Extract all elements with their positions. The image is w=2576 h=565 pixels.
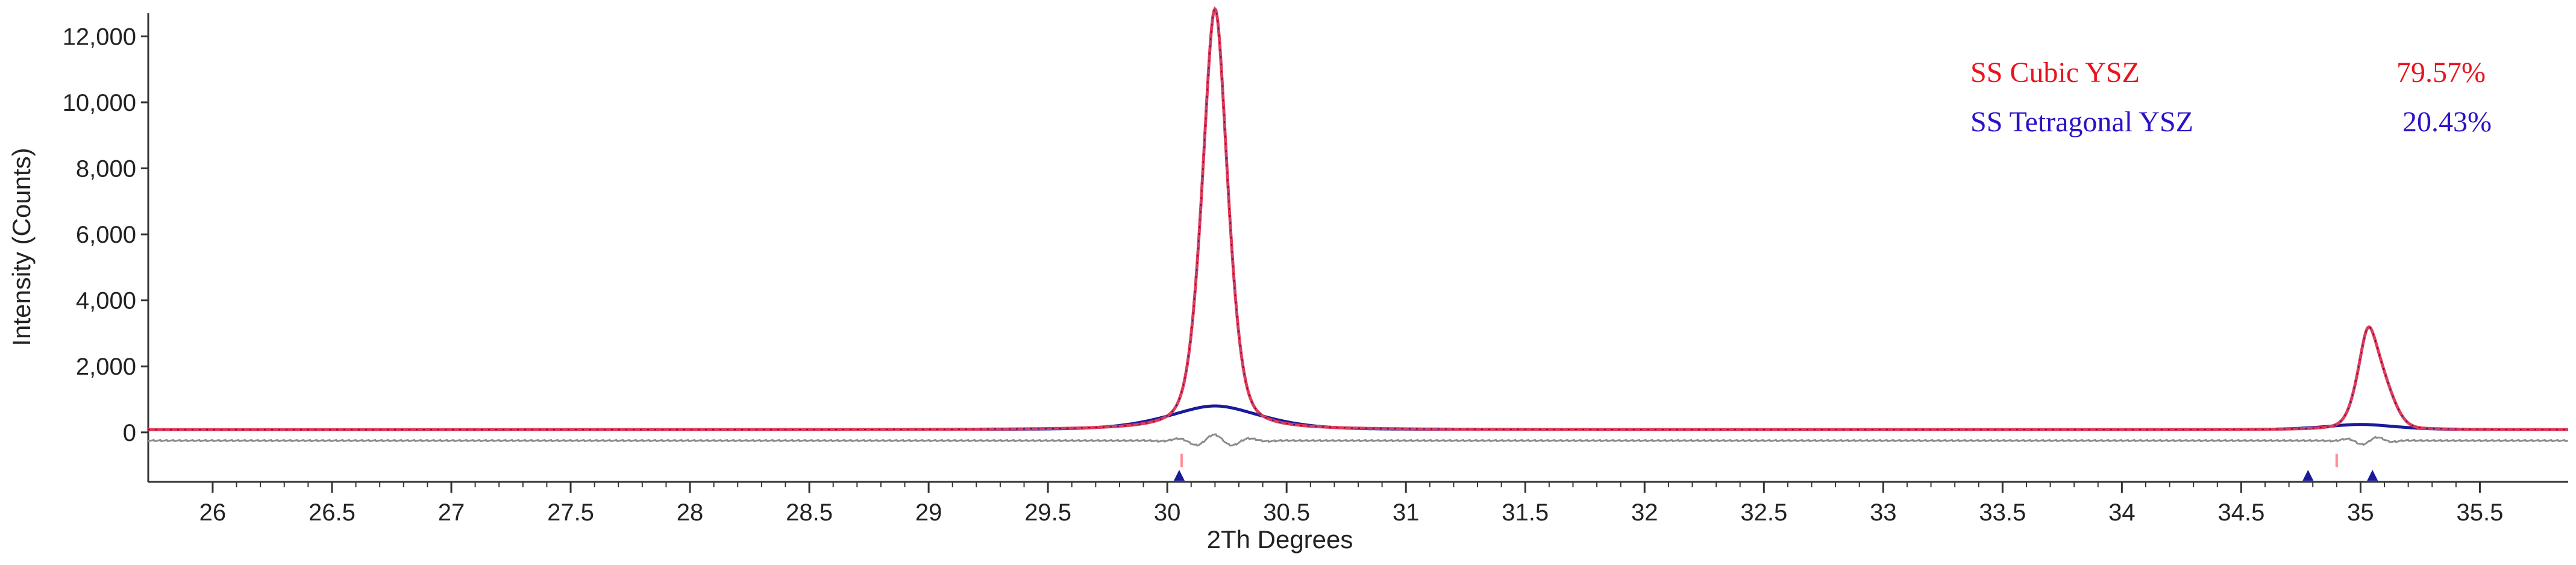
x-tick-label: 31 xyxy=(1393,499,1420,526)
y-tick-label: 6,000 xyxy=(76,222,136,248)
x-tick-label: 28 xyxy=(677,499,704,526)
x-tick-label: 27.5 xyxy=(547,499,594,526)
y-tick-label: 4,000 xyxy=(76,288,136,314)
y-tick-label: 8,000 xyxy=(76,156,136,183)
x-tick-label: 31.5 xyxy=(1502,499,1549,526)
y-axis-title: Intensity (Counts) xyxy=(7,148,36,346)
x-tick-label: 28.5 xyxy=(786,499,833,526)
x-tick-label: 30.5 xyxy=(1263,499,1310,526)
legend-phase-2-percent: 20.43% xyxy=(2402,106,2492,138)
x-axis-title: 2Th Degrees xyxy=(1207,525,1353,554)
legend-phase-1-percent: 79.57% xyxy=(2396,57,2486,89)
x-tick-label: 34 xyxy=(2108,499,2136,526)
x-tick-label: 34.5 xyxy=(2217,499,2264,526)
x-tick-label: 27 xyxy=(438,499,465,526)
plot-area xyxy=(148,6,2569,447)
x-tick-label: 26.5 xyxy=(309,499,356,526)
tetragonal-phase-marker xyxy=(2367,470,2378,481)
y-tick-label: 2,000 xyxy=(76,354,136,380)
legend: SS Cubic YSZ 79.57% SS Tetragonal YSZ 20… xyxy=(1970,57,2492,138)
y-tick-label: 0 xyxy=(123,420,136,446)
x-tick-label: 35 xyxy=(2347,499,2374,526)
series-observed-calculated xyxy=(148,6,2568,431)
x-tick-label: 26 xyxy=(199,499,227,526)
x-tick-label: 29.5 xyxy=(1024,499,1071,526)
y-tick-label: 12,000 xyxy=(63,23,136,50)
series-observed-points xyxy=(148,8,2568,431)
phase-markers xyxy=(1173,454,2378,481)
x-tick-label: 29 xyxy=(915,499,942,526)
series-difference xyxy=(148,433,2569,447)
x-tick-label: 30 xyxy=(1154,499,1181,526)
y-tick-label: 10,000 xyxy=(63,90,136,116)
x-tick-label: 33.5 xyxy=(1979,499,2026,526)
x-axis: 26 26.5 27 27.5 28 28.5 29 29.5 30 30.5 31 31.5 32 32… xyxy=(148,481,2568,526)
y-axis: 12,000 10,000 8,000 6,000 4,000 2,000 0 xyxy=(63,13,149,482)
tetragonal-phase-marker xyxy=(2302,470,2314,481)
legend-phase-1-name: SS Cubic YSZ xyxy=(1970,57,2140,89)
x-tick-label: 33 xyxy=(1870,499,1897,526)
x-tick-label: 32 xyxy=(1631,499,1658,526)
x-tick-label: 32.5 xyxy=(1740,499,1787,526)
tetragonal-phase-marker xyxy=(1173,470,1185,481)
x-tick-label: 35.5 xyxy=(2457,499,2504,526)
legend-phase-2-name: SS Tetragonal YSZ xyxy=(1970,106,2193,138)
series-tetragonal xyxy=(148,404,2568,431)
